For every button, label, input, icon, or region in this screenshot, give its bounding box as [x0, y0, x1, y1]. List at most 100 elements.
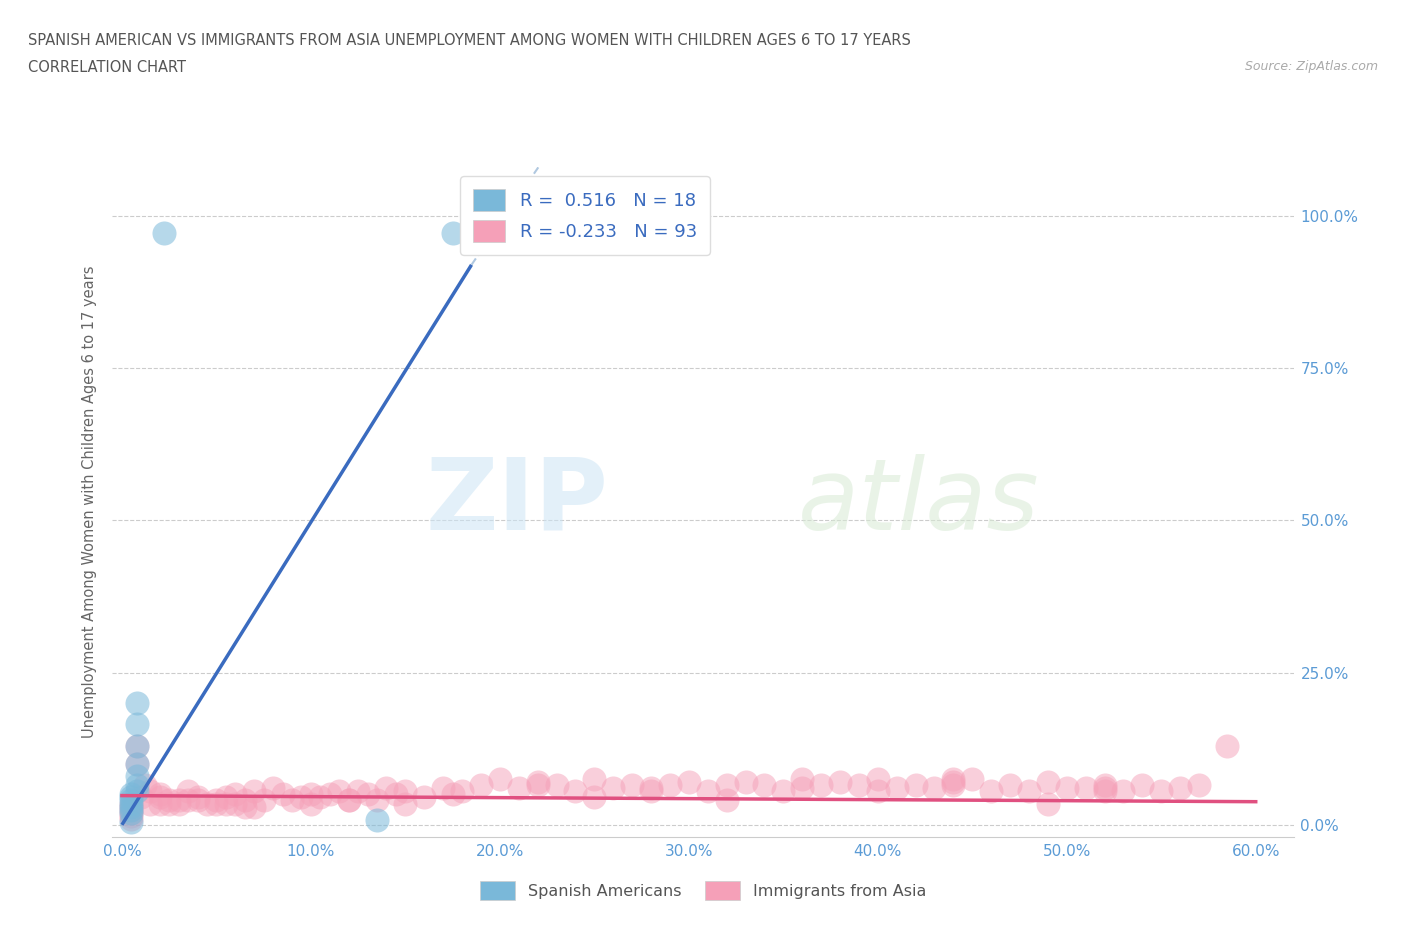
- Point: [125, 696, 148, 711]
- Point: [385, 787, 408, 802]
- Point: [281, 793, 304, 808]
- Legend: Spanish Americans, Immigrants from Asia: Spanish Americans, Immigrants from Asia: [474, 875, 932, 906]
- Point: [356, 787, 378, 802]
- Text: SPANISH AMERICAN VS IMMIGRANTS FROM ASIA UNEMPLOYMENT AMONG WOMEN WITH CHILDREN : SPANISH AMERICAN VS IMMIGRANTS FROM ASIA…: [28, 33, 911, 47]
- Point: [451, 784, 474, 799]
- Point: [195, 796, 218, 811]
- Point: [120, 790, 142, 804]
- Point: [696, 784, 718, 799]
- Point: [328, 784, 350, 799]
- Point: [319, 787, 342, 802]
- Point: [1168, 781, 1191, 796]
- Point: [125, 738, 148, 753]
- Point: [337, 793, 360, 808]
- Point: [243, 784, 266, 799]
- Point: [120, 811, 142, 826]
- Point: [299, 787, 322, 802]
- Point: [828, 775, 851, 790]
- Point: [224, 796, 246, 811]
- Point: [866, 772, 889, 787]
- Point: [1036, 775, 1059, 790]
- Point: [942, 772, 965, 787]
- Point: [1018, 784, 1040, 799]
- Point: [152, 226, 174, 241]
- Point: [167, 796, 190, 811]
- Point: [772, 784, 794, 799]
- Point: [716, 777, 738, 792]
- Point: [866, 784, 889, 799]
- Point: [125, 769, 148, 784]
- Point: [120, 796, 142, 811]
- Point: [347, 784, 370, 799]
- Point: [120, 787, 142, 802]
- Point: [640, 781, 662, 796]
- Point: [337, 793, 360, 808]
- Point: [924, 781, 946, 796]
- Point: [962, 772, 984, 787]
- Text: ZIP: ZIP: [426, 454, 609, 551]
- Point: [564, 784, 586, 799]
- Point: [366, 793, 388, 808]
- Point: [120, 803, 142, 817]
- Point: [1074, 781, 1097, 796]
- Point: [139, 784, 162, 799]
- Point: [441, 226, 464, 241]
- Point: [186, 793, 208, 808]
- Point: [186, 790, 208, 804]
- Point: [243, 799, 266, 814]
- Point: [157, 793, 180, 808]
- Point: [792, 772, 814, 787]
- Text: CORRELATION CHART: CORRELATION CHART: [28, 60, 186, 75]
- Point: [998, 777, 1021, 792]
- Point: [792, 781, 814, 796]
- Point: [224, 787, 246, 802]
- Point: [271, 787, 294, 802]
- Point: [583, 790, 606, 804]
- Point: [904, 777, 927, 792]
- Point: [134, 777, 156, 792]
- Point: [120, 799, 142, 814]
- Point: [508, 781, 530, 796]
- Point: [640, 784, 662, 799]
- Point: [886, 781, 908, 796]
- Point: [441, 787, 464, 802]
- Point: [583, 772, 606, 787]
- Point: [848, 777, 870, 792]
- Point: [215, 796, 238, 811]
- Point: [366, 813, 388, 828]
- Point: [129, 790, 152, 804]
- Point: [658, 777, 681, 792]
- Point: [980, 784, 1002, 799]
- Point: [120, 815, 142, 830]
- Point: [120, 805, 142, 820]
- Point: [299, 796, 322, 811]
- Point: [253, 793, 276, 808]
- Point: [149, 790, 172, 804]
- Point: [734, 775, 756, 790]
- Point: [678, 775, 700, 790]
- Point: [942, 777, 965, 792]
- Point: [602, 781, 624, 796]
- Point: [810, 777, 832, 792]
- Point: [120, 799, 142, 814]
- Point: [394, 784, 416, 799]
- Point: [149, 787, 172, 802]
- Point: [1216, 738, 1239, 753]
- Point: [149, 796, 172, 811]
- Point: [546, 777, 568, 792]
- Point: [177, 784, 200, 799]
- Point: [526, 775, 548, 790]
- Point: [413, 790, 436, 804]
- Point: [716, 793, 738, 808]
- Point: [125, 756, 148, 771]
- Point: [125, 717, 148, 732]
- Point: [1056, 781, 1078, 796]
- Point: [120, 803, 142, 817]
- Point: [125, 777, 148, 792]
- Point: [262, 781, 284, 796]
- Point: [1112, 784, 1135, 799]
- Point: [432, 781, 454, 796]
- Point: [205, 796, 228, 811]
- Point: [1188, 777, 1211, 792]
- Point: [120, 805, 142, 820]
